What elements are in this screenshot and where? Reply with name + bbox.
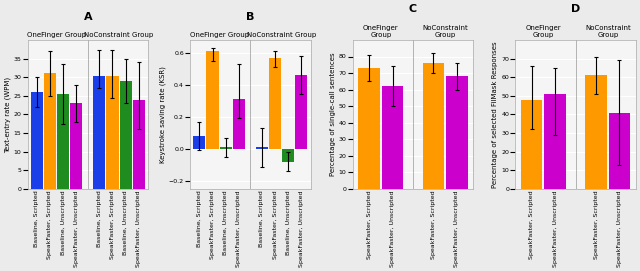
Title: D: D: [571, 4, 580, 14]
Bar: [93, 76, 106, 189]
Bar: [521, 99, 543, 189]
Text: OneFinger
Group: OneFinger Group: [525, 25, 561, 38]
Bar: [193, 136, 205, 149]
Title: C: C: [409, 4, 417, 14]
Y-axis label: Percentage of selected FilMask Responses: Percentage of selected FilMask Responses: [492, 41, 499, 188]
Y-axis label: Text-entry rate (WPM): Text-entry rate (WPM): [4, 76, 11, 153]
Bar: [382, 86, 403, 189]
Bar: [422, 63, 444, 189]
Bar: [70, 103, 83, 189]
Bar: [207, 51, 219, 149]
Title: B: B: [246, 12, 255, 22]
Bar: [545, 94, 566, 189]
Bar: [44, 73, 56, 189]
Y-axis label: Percentage of single-call sentences: Percentage of single-call sentences: [330, 53, 336, 176]
Bar: [132, 99, 145, 189]
Y-axis label: Keystroke saving rate (KSR): Keystroke saving rate (KSR): [159, 66, 166, 163]
Bar: [586, 75, 607, 189]
Text: NoConstraint
Group: NoConstraint Group: [585, 25, 630, 38]
Title: A: A: [83, 12, 92, 22]
Text: NoConstraint Group: NoConstraint Group: [247, 33, 316, 38]
Bar: [31, 92, 43, 189]
Text: OneFinger Group: OneFinger Group: [189, 33, 249, 38]
Bar: [296, 75, 307, 149]
Bar: [609, 112, 630, 189]
Bar: [282, 149, 294, 162]
Text: NoConstraint Group: NoConstraint Group: [84, 33, 154, 38]
Bar: [120, 81, 132, 189]
Text: NoConstraint
Group: NoConstraint Group: [422, 25, 468, 38]
Bar: [269, 57, 281, 149]
Bar: [256, 147, 268, 149]
Bar: [106, 76, 118, 189]
Bar: [220, 147, 232, 149]
Bar: [57, 94, 69, 189]
Bar: [233, 99, 245, 149]
Text: OneFinger
Group: OneFinger Group: [363, 25, 399, 38]
Bar: [358, 68, 380, 189]
Bar: [446, 76, 468, 189]
Text: OneFinger Group: OneFinger Group: [27, 33, 86, 38]
